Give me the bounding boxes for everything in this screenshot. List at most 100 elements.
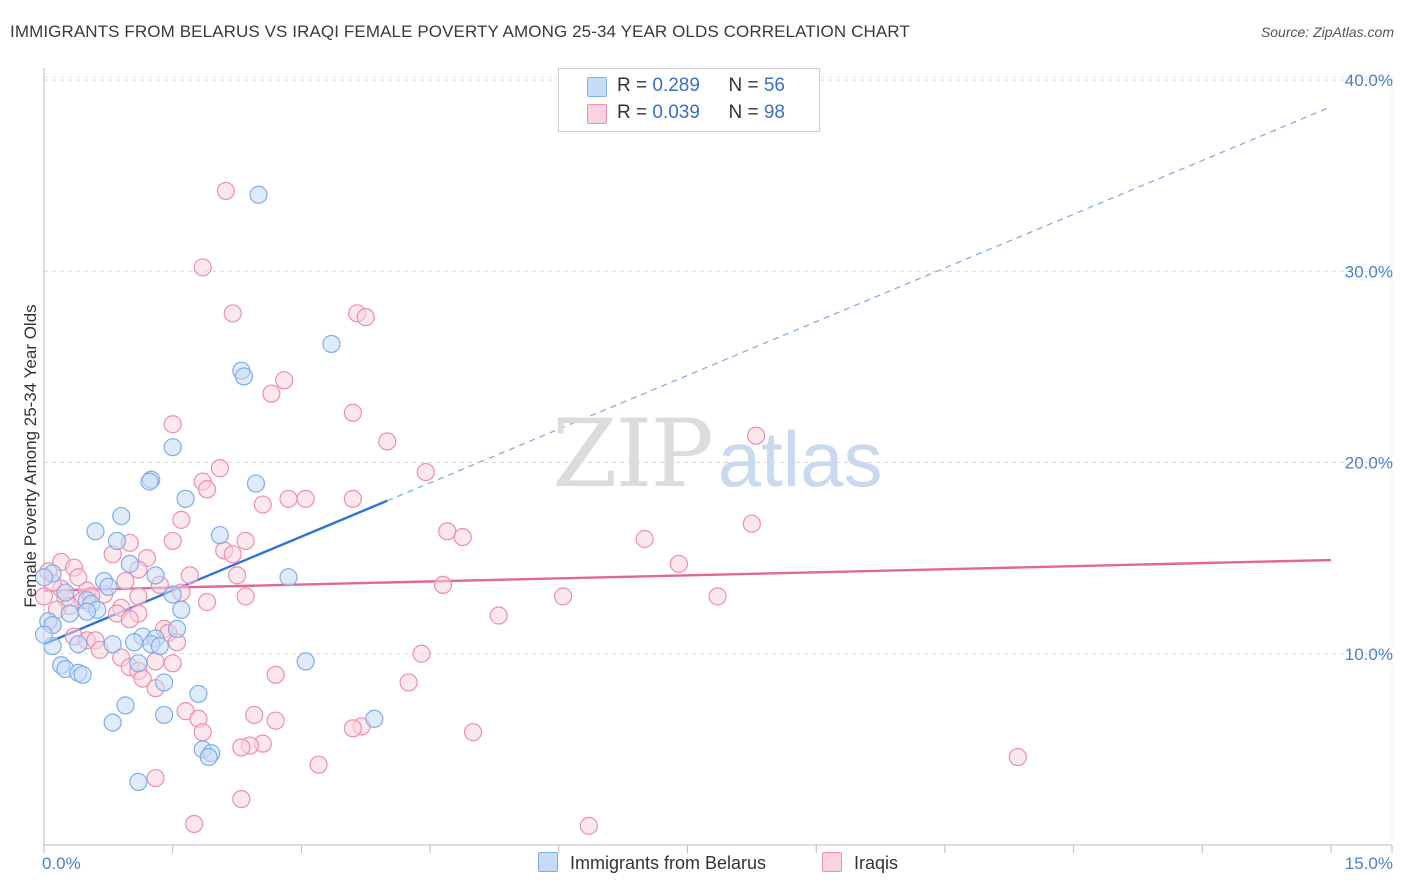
trend-lines [43, 106, 1332, 646]
legend-n-label: N = [728, 102, 764, 123]
iraqi-point [236, 587, 255, 606]
iraqi-point [193, 723, 212, 742]
iraqi-point [453, 527, 472, 547]
belarus-point [77, 602, 97, 621]
iraqi-point [163, 654, 182, 673]
x-tick-label: 15.0% [1345, 854, 1393, 873]
iraqi-point [172, 510, 191, 529]
legend-r-value: 0.039 [652, 102, 700, 123]
belarus-point [60, 604, 79, 623]
belarus-trend-line [43, 499, 388, 646]
bottom-legend-belarus: Immigrants from Belarus [538, 852, 766, 874]
belarus-point [279, 568, 298, 587]
data-points [34, 181, 1027, 835]
iraqi-point [635, 529, 654, 549]
iraqi-point [262, 384, 281, 403]
iraqi-point [34, 587, 54, 606]
belarus-point [167, 619, 187, 638]
iraqi-point [279, 489, 298, 508]
belarus-point [210, 526, 229, 545]
belarus-point [365, 709, 384, 728]
belarus-point [116, 696, 135, 715]
iraqi-point [69, 568, 88, 587]
iraqi-point [163, 415, 182, 434]
iraqi-point [197, 593, 217, 612]
belarus-point [69, 635, 88, 654]
belarus-point [107, 531, 127, 551]
belarus-point [249, 185, 268, 204]
iraqi-point [236, 531, 255, 551]
belarus-point [246, 474, 266, 493]
bottom-legend-swatch-belarus [538, 852, 558, 872]
iraqi-point [343, 403, 362, 422]
iraqi-point [210, 459, 229, 478]
iraqi-point [216, 181, 235, 201]
belarus-point [129, 772, 148, 791]
belarus-point [34, 625, 54, 644]
tick-labels: 10.0% 20.0% 30.0% 40.0% 0.0% 15.0% [42, 71, 1393, 873]
source-label: Source: ZipAtlas.com [1260, 24, 1394, 40]
iraqi-point [116, 571, 135, 591]
y-tick-label: 30.0% [1345, 262, 1393, 281]
belarus-point [155, 673, 174, 692]
legend-r-label: R = [617, 102, 653, 123]
iraqi-point [309, 755, 328, 774]
belarus-point [234, 367, 254, 386]
iraqi-point [433, 575, 453, 595]
belarus-point [86, 522, 105, 541]
axes [43, 68, 1393, 853]
belarus-point [163, 585, 182, 604]
iraqi-point [245, 705, 264, 725]
iraqi-point [163, 531, 182, 551]
iraqi-point [378, 432, 397, 451]
iraqi-point [343, 489, 362, 508]
bottom-legend-label-iraqis: Iraqis [854, 853, 899, 873]
watermark-atlas: atlas [717, 415, 883, 503]
belarus-point [112, 506, 131, 526]
belarus-point [146, 566, 165, 585]
iraqi-point [343, 719, 362, 738]
iraqi-point [193, 258, 212, 277]
iraqi-point [296, 489, 315, 508]
belarus-point [99, 577, 118, 596]
iraqi-point [1008, 747, 1027, 767]
y-tick-label: 10.0% [1345, 645, 1393, 664]
iraqi-point [489, 606, 508, 625]
iraqi-point [356, 308, 375, 327]
belarus-point [34, 568, 54, 587]
iraqi-point [232, 738, 251, 757]
x-tick-label: 0.0% [42, 854, 81, 873]
iraqi-point [253, 495, 272, 514]
belarus-point [172, 600, 191, 619]
belarus-point [73, 665, 92, 684]
y-tick-label: 40.0% [1345, 71, 1393, 90]
iraqi-point [129, 587, 148, 606]
iraqi-point [197, 480, 217, 499]
belarus-point [124, 633, 144, 652]
belarus-point [56, 583, 75, 602]
iraqi-point [747, 426, 766, 445]
belarus-trend-extension [386, 106, 1332, 502]
legend-r-label: R = [617, 75, 653, 96]
legend-swatch-belarus [587, 77, 607, 97]
iraqi-point [185, 814, 204, 834]
belarus-point [120, 554, 139, 573]
iraqi-point [412, 644, 431, 663]
legend-n-value: 56 [763, 75, 785, 96]
belarus-point [199, 747, 218, 767]
iraqi-point [120, 610, 139, 629]
legend: R = 0.289 N = 56 R = 0.039 N = 98 [558, 68, 820, 132]
legend-n-label: N = [728, 75, 764, 96]
belarus-point [150, 636, 169, 656]
iraqi-point [579, 816, 598, 835]
bottom-legend-iraqis: Iraqis [822, 852, 898, 874]
iraqi-point [223, 545, 242, 564]
iraqi-point [180, 566, 199, 585]
watermark-zip: ZIP [552, 400, 714, 509]
iraqi-point [553, 587, 573, 606]
iraqi-point [223, 304, 242, 323]
bottom-legend-label-belarus: Immigrants from Belarus [570, 853, 767, 873]
belarus-point [189, 684, 208, 704]
watermark: ZIPatlas [552, 400, 882, 509]
